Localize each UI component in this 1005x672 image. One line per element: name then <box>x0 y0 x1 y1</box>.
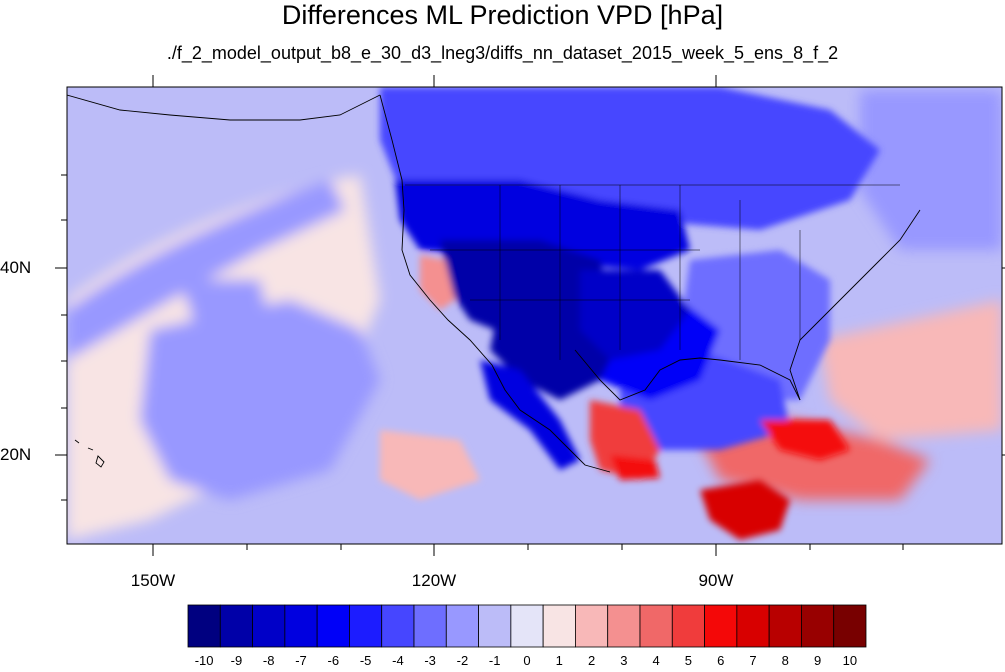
colorbar-tick-label: 6 <box>717 653 725 668</box>
region-central-california <box>420 255 455 310</box>
colorbar-box <box>284 604 318 648</box>
colorbar-box <box>801 604 835 648</box>
lat-label-40n: 40N <box>0 258 32 277</box>
colorbar-tick-label: -2 <box>456 653 469 668</box>
colorbar-tick-label: -7 <box>295 653 307 668</box>
coastline-east <box>789 209 921 401</box>
colorbar-tick-label: 4 <box>652 653 660 668</box>
colorbar-tick-label: 10 <box>842 653 858 668</box>
colorbar-box <box>187 604 221 648</box>
colorbar-tick-label: -3 <box>424 653 436 668</box>
colorbar-box <box>704 604 738 648</box>
colorbar-box <box>575 604 609 648</box>
colorbar-tick-label: 2 <box>587 653 596 668</box>
region-central-america <box>700 480 790 540</box>
region-atlantic-blue <box>860 90 1002 250</box>
colorbar-tick-label: 3 <box>620 653 628 668</box>
figure-subtitle: ./f_2_model_output_b8_e_30_d3_lneg3/diff… <box>166 43 839 63</box>
region-tropical-pink <box>380 430 480 500</box>
state-borders <box>405 184 900 360</box>
colorbar-box <box>219 604 253 648</box>
region-subtropical-pacific-2 <box>180 280 270 340</box>
colorbar-box <box>768 604 802 648</box>
region-caribbean-hotspot <box>760 420 850 460</box>
region-southern-plains <box>580 270 690 360</box>
lon-label-150w: 150W <box>130 571 176 590</box>
region-mexico-hotspot <box>610 455 660 480</box>
colorbar <box>187 604 867 648</box>
region-northeast-pacific-band <box>67 180 345 360</box>
colorbar-tick-label: 1 <box>555 653 563 668</box>
coastlines <box>67 94 921 473</box>
colorbar-box <box>542 604 576 648</box>
map-plot-area <box>67 87 1002 544</box>
region-west-atlantic <box>820 300 1002 440</box>
colorbar-box <box>316 604 350 648</box>
colorbar-tick-label: -5 <box>359 653 372 668</box>
colorbar-box <box>671 604 705 648</box>
colorbar-tick-label: -6 <box>327 653 340 668</box>
colorbar-tick-label: -1 <box>488 653 501 668</box>
colorbar-box <box>349 604 383 648</box>
colorbar-tick-label: 5 <box>684 653 692 668</box>
lon-label-120w: 120W <box>411 571 457 590</box>
colorbar-box <box>833 604 867 648</box>
colorbar-tick-label: 0 <box>523 653 531 668</box>
colorbar-tick-label: 7 <box>749 653 757 668</box>
lat-label-20n: 20N <box>0 445 32 464</box>
colorbar-box <box>413 604 447 648</box>
colorbar-box <box>607 604 641 648</box>
colorbar-tick-label: -8 <box>262 653 275 668</box>
colorbar-box <box>381 604 415 648</box>
colorbar-tick-label: -10 <box>194 653 214 668</box>
colorbar-box <box>478 604 512 648</box>
colorbar-tick-label: 9 <box>813 653 822 668</box>
coastline-alaska <box>67 94 381 121</box>
coastline-gulf <box>574 349 801 401</box>
figure-title: Differences ML Prediction VPD [hPa] <box>281 0 724 30</box>
colorbar-box <box>639 604 673 648</box>
colorbar-box <box>736 604 770 648</box>
map-ticks <box>55 75 1005 556</box>
colorbar-tick-label: 8 <box>781 653 789 668</box>
colorbar-box <box>510 604 544 648</box>
colorbar-box <box>252 604 286 648</box>
colorbar-tick-label: -4 <box>392 653 404 668</box>
lon-label-90w: 90W <box>698 571 734 590</box>
region-baja-california <box>480 360 580 470</box>
region-subtropical-pacific <box>140 300 380 500</box>
colorbar-tick-label: -9 <box>230 653 243 668</box>
colorbar-box <box>445 604 479 648</box>
coastline-west-north-america <box>379 94 611 473</box>
hawaii-islands <box>74 439 105 468</box>
